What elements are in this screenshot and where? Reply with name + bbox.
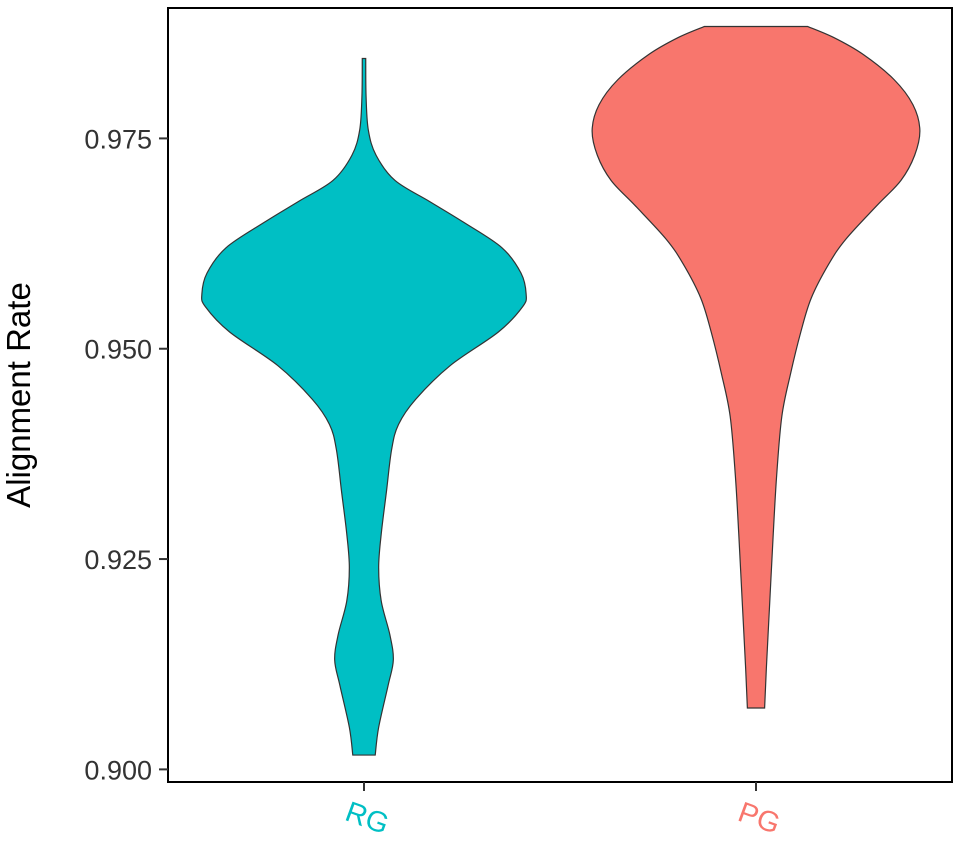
x-category-label: PG	[734, 796, 784, 840]
violin-rg	[201, 57, 527, 756]
x-axis: RG PG	[341, 782, 784, 841]
violin-pg	[591, 25, 921, 709]
y-axis: 0.900 0.925 0.950 0.975	[84, 124, 168, 785]
x-category-label: RG	[341, 796, 393, 841]
plot-panel-border	[167, 7, 953, 783]
y-tick-label: 0.975	[84, 124, 152, 154]
y-tick-label: 0.900	[84, 755, 152, 785]
violins	[201, 25, 921, 756]
y-tick-label: 0.950	[84, 335, 152, 365]
y-tick-label: 0.925	[84, 545, 152, 575]
y-axis-title: Alignment Rate	[0, 282, 37, 508]
